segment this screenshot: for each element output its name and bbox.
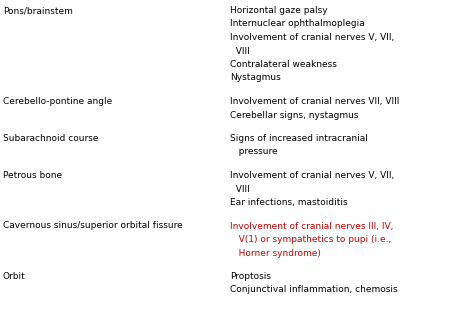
Text: Horner syndrome): Horner syndrome) — [230, 249, 321, 257]
Text: pressure: pressure — [230, 148, 278, 156]
Text: Pons/brainstem: Pons/brainstem — [3, 6, 73, 15]
Text: Internuclear ophthalmoplegia: Internuclear ophthalmoplegia — [230, 19, 365, 29]
Text: Involvement of cranial nerves V, VII,: Involvement of cranial nerves V, VII, — [230, 33, 394, 42]
Text: VIII: VIII — [230, 184, 250, 194]
Text: Contralateral weakness: Contralateral weakness — [230, 60, 337, 69]
Text: Signs of increased intracranial: Signs of increased intracranial — [230, 134, 368, 143]
Text: Involvement of cranial nerves VII, VIII: Involvement of cranial nerves VII, VIII — [230, 97, 400, 106]
Text: Proptosis: Proptosis — [230, 272, 271, 281]
Text: Conjunctival inflammation, chemosis: Conjunctival inflammation, chemosis — [230, 285, 398, 295]
Text: Petrous bone: Petrous bone — [3, 171, 62, 180]
Text: Nystagmus: Nystagmus — [230, 73, 281, 83]
Text: Cerebellar signs, nystagmus: Cerebellar signs, nystagmus — [230, 111, 358, 119]
Text: VIII: VIII — [230, 47, 250, 55]
Text: Cerebello-pontine angle: Cerebello-pontine angle — [3, 97, 112, 106]
Text: Orbit: Orbit — [3, 272, 26, 281]
Text: Subarachnoid course: Subarachnoid course — [3, 134, 99, 143]
Text: V(1) or sympathetics to pupi (i.e.,: V(1) or sympathetics to pupi (i.e., — [230, 235, 391, 244]
Text: Involvement of cranial nerves III, IV,: Involvement of cranial nerves III, IV, — [230, 221, 393, 231]
Text: Cavernous sinus/superior orbital fissure: Cavernous sinus/superior orbital fissure — [3, 221, 183, 231]
Text: Ear infections, mastoiditis: Ear infections, mastoiditis — [230, 198, 347, 207]
Text: Horizontal gaze palsy: Horizontal gaze palsy — [230, 6, 328, 15]
Text: Involvement of cranial nerves V, VII,: Involvement of cranial nerves V, VII, — [230, 171, 394, 180]
